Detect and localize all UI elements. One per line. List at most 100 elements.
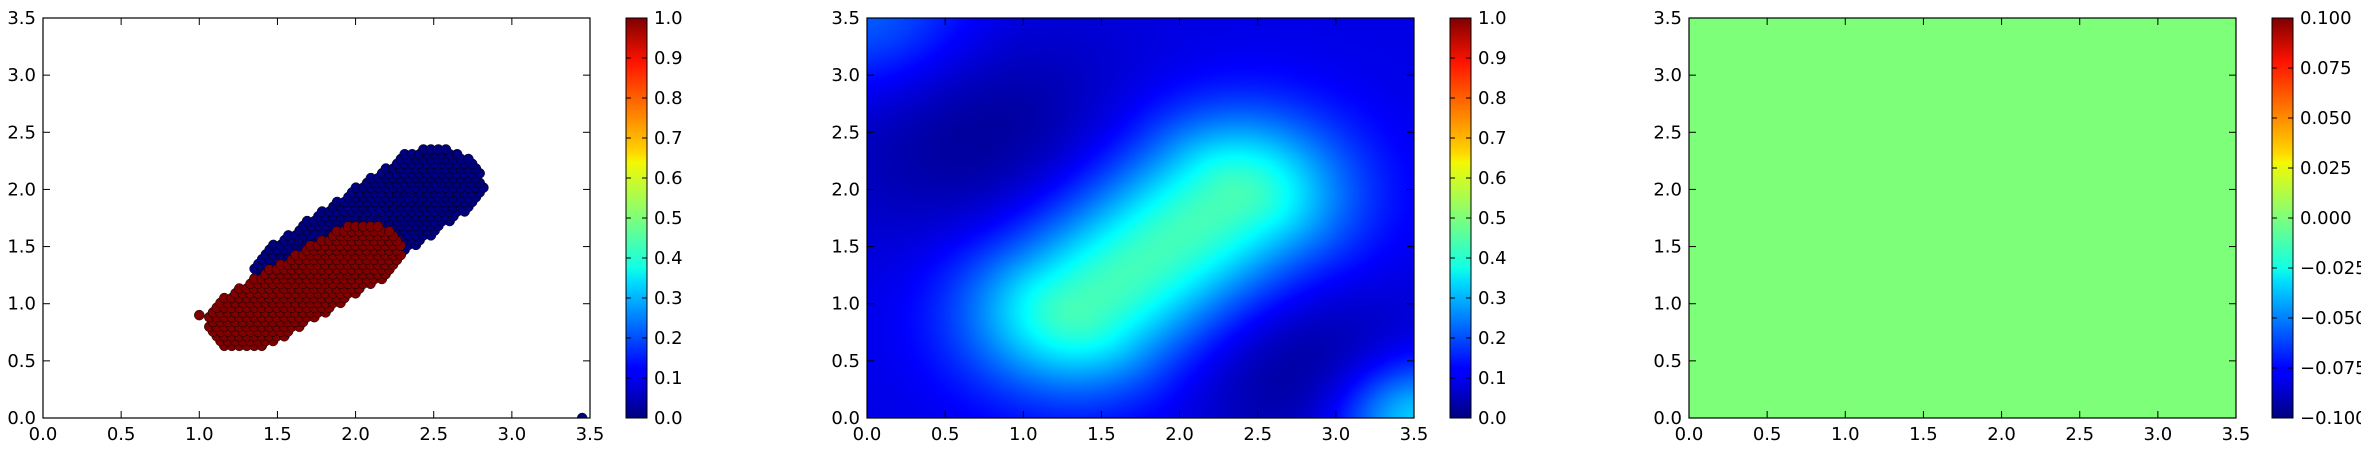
panel-2-colorbar-ticks: 0.0 0.1 0.2 0.3 0.4 0.5 0.6 0.7 0.8 0.9 1.0 <box>1450 8 1507 429</box>
panel-2-frame <box>866 17 1415 419</box>
scatter-point <box>384 226 395 237</box>
colorbar-tick-label: 0.5 <box>1478 208 1507 229</box>
colorbar-tick-label: 0.6 <box>1478 168 1507 189</box>
y-tick-label: 1.0 <box>831 294 860 315</box>
panel-3-heatmap-fill <box>1689 18 2236 418</box>
colorbar-tick-label: 0.3 <box>654 288 683 309</box>
x-tick-label: 3.0 <box>498 424 527 445</box>
y-tick-label: 1.0 <box>7 294 36 315</box>
x-tick-label: 2.5 <box>2065 424 2094 445</box>
x-tick-label: 3.0 <box>1322 424 1351 445</box>
x-tick-label: 1.5 <box>263 424 292 445</box>
x-tick-label: 0.0 <box>29 424 58 445</box>
y-tick-label: 2.5 <box>831 122 860 143</box>
colorbar-tick-label: 0.9 <box>654 48 683 69</box>
colorbar-tick-label: 0.000 <box>2300 208 2352 229</box>
x-tick-label: 0.0 <box>1675 424 1704 445</box>
colorbar-tick-label: 0.4 <box>654 248 683 269</box>
colorbar-tick-label: 0.2 <box>654 328 683 349</box>
y-tick-label: 3.5 <box>831 8 860 29</box>
y-tick-label: 0.0 <box>7 408 36 429</box>
colorbar-tick-label: 0.075 <box>2300 58 2352 79</box>
y-tick-label: 2.0 <box>1653 179 1682 200</box>
scatter-point <box>440 144 452 155</box>
x-tick-label: 3.5 <box>1400 424 1429 445</box>
x-tick-label: 1.0 <box>1831 424 1860 445</box>
scatter-point <box>194 309 205 321</box>
scatter-point <box>372 221 384 232</box>
colorbar-tick-label: 0.4 <box>1478 248 1507 269</box>
colorbar-tick-label: 0.9 <box>1478 48 1507 69</box>
colorbar-tick-label: 0.0 <box>1478 408 1507 429</box>
panel-3-axes: 0.0 0.5 1.0 1.5 2.0 2.5 3.0 3.5 0.0 0.5 1.0 1.5 2.0 2… <box>1653 8 2250 445</box>
y-tick-label: 0.0 <box>831 408 860 429</box>
colorbar-tick-label: 0.8 <box>654 88 683 109</box>
panel-3-colorbar-ticks: −0.100 −0.075 −0.050 −0.025 0.000 0.025 0.050 0… <box>2272 8 2361 429</box>
panel-1-axes: 0.0 0.5 1.0 1.5 2.0 2.5 3.0 3.5 0.0 0.5 1.0 1.5 2.0 2… <box>7 8 604 445</box>
y-tick-label: 0.0 <box>1653 408 1682 429</box>
panel-1-points <box>194 144 588 418</box>
y-tick-label: 3.5 <box>7 8 36 29</box>
x-tick-label: 2.0 <box>1987 424 2016 445</box>
colorbar-tick-label: 0.1 <box>654 368 683 389</box>
y-tick-label: 1.0 <box>1653 294 1682 315</box>
colorbar-tick-label: 0.1 <box>1478 368 1507 389</box>
x-tick-label: 3.5 <box>2222 424 2251 445</box>
colorbar-tick-label: 0.7 <box>1478 128 1507 149</box>
x-tick-label: 3.5 <box>576 424 605 445</box>
colorbar-tick-label: 0.100 <box>2300 8 2352 29</box>
colorbar-tick-label: 0.8 <box>1478 88 1507 109</box>
colorbar-tick-label: 0.050 <box>2300 108 2352 129</box>
colorbar-tick-label: 0.0 <box>654 408 683 429</box>
colorbar-tick-label: 0.6 <box>654 168 683 189</box>
colorbar-tick-label: 0.2 <box>1478 328 1507 349</box>
x-tick-label: 0.5 <box>931 424 960 445</box>
colorbar-tick-label: 0.5 <box>654 208 683 229</box>
panel-1-colorbar-ticks: 0.0 0.1 0.2 0.3 0.4 0.5 0.6 0.7 0.8 0.9 1.0 <box>626 8 683 429</box>
panel-2-heatmap: 0.0 0.5 1.0 1.5 2.0 2.5 3.0 3.5 0.0 0.5 1.0 1.5 2.0 2… <box>831 8 1506 445</box>
y-tick-label: 1.5 <box>831 237 860 258</box>
panel-3-heatmap: 0.0 0.5 1.0 1.5 2.0 2.5 3.0 3.5 0.0 0.5 1.0 1.5 2.0 2… <box>1653 8 2361 445</box>
x-tick-label: 2.5 <box>1243 424 1272 445</box>
panel-2-heatmap-image <box>867 18 1414 418</box>
x-tick-label: 2.5 <box>419 424 448 445</box>
colorbar-tick-label: −0.100 <box>2300 408 2361 429</box>
y-tick-label: 2.5 <box>1653 122 1682 143</box>
x-tick-label: 1.5 <box>1909 424 1938 445</box>
x-tick-label: 2.0 <box>1165 424 1194 445</box>
y-tick-label: 0.5 <box>7 351 36 372</box>
panel-1-scatter: 0.0 0.5 1.0 1.5 2.0 2.5 3.0 3.5 0.0 0.5 1.0 1.5 2.0 2… <box>7 8 682 445</box>
panel-1-frame <box>42 17 591 419</box>
x-tick-label: 0.5 <box>107 424 136 445</box>
panel-2-axes: 0.0 0.5 1.0 1.5 2.0 2.5 3.0 3.5 0.0 0.5 1.0 1.5 2.0 2… <box>831 8 1428 445</box>
colorbar-tick-label: −0.075 <box>2300 358 2361 379</box>
scatter-point <box>576 412 588 418</box>
colorbar-tick-label: 0.3 <box>1478 288 1507 309</box>
x-tick-label: 2.0 <box>341 424 370 445</box>
y-tick-label: 1.5 <box>7 237 36 258</box>
scatter-point <box>451 148 463 160</box>
y-tick-label: 2.5 <box>7 122 36 143</box>
panel-3-frame <box>1688 17 2237 419</box>
x-tick-label: 1.0 <box>1009 424 1038 445</box>
x-tick-label: 3.0 <box>2144 424 2173 445</box>
colorbar-tick-label: −0.025 <box>2300 258 2361 279</box>
colorbar-tick-label: 0.025 <box>2300 158 2352 179</box>
scatter-point <box>463 153 474 165</box>
y-tick-label: 3.5 <box>1653 8 1682 29</box>
y-tick-label: 3.0 <box>831 65 860 86</box>
colorbar-tick-label: 1.0 <box>654 8 683 29</box>
colorbar-tick-label: 1.0 <box>1478 8 1507 29</box>
x-tick-label: 0.0 <box>853 424 882 445</box>
y-tick-label: 3.0 <box>7 65 36 86</box>
y-tick-label: 3.0 <box>1653 65 1682 86</box>
y-tick-label: 1.5 <box>1653 237 1682 258</box>
x-tick-label: 1.5 <box>1087 424 1116 445</box>
y-tick-label: 2.0 <box>831 179 860 200</box>
colorbar-tick-label: −0.050 <box>2300 308 2361 329</box>
y-tick-label: 0.5 <box>831 351 860 372</box>
x-tick-label: 0.5 <box>1753 424 1782 445</box>
x-tick-label: 1.0 <box>185 424 214 445</box>
y-tick-label: 0.5 <box>1653 351 1682 372</box>
